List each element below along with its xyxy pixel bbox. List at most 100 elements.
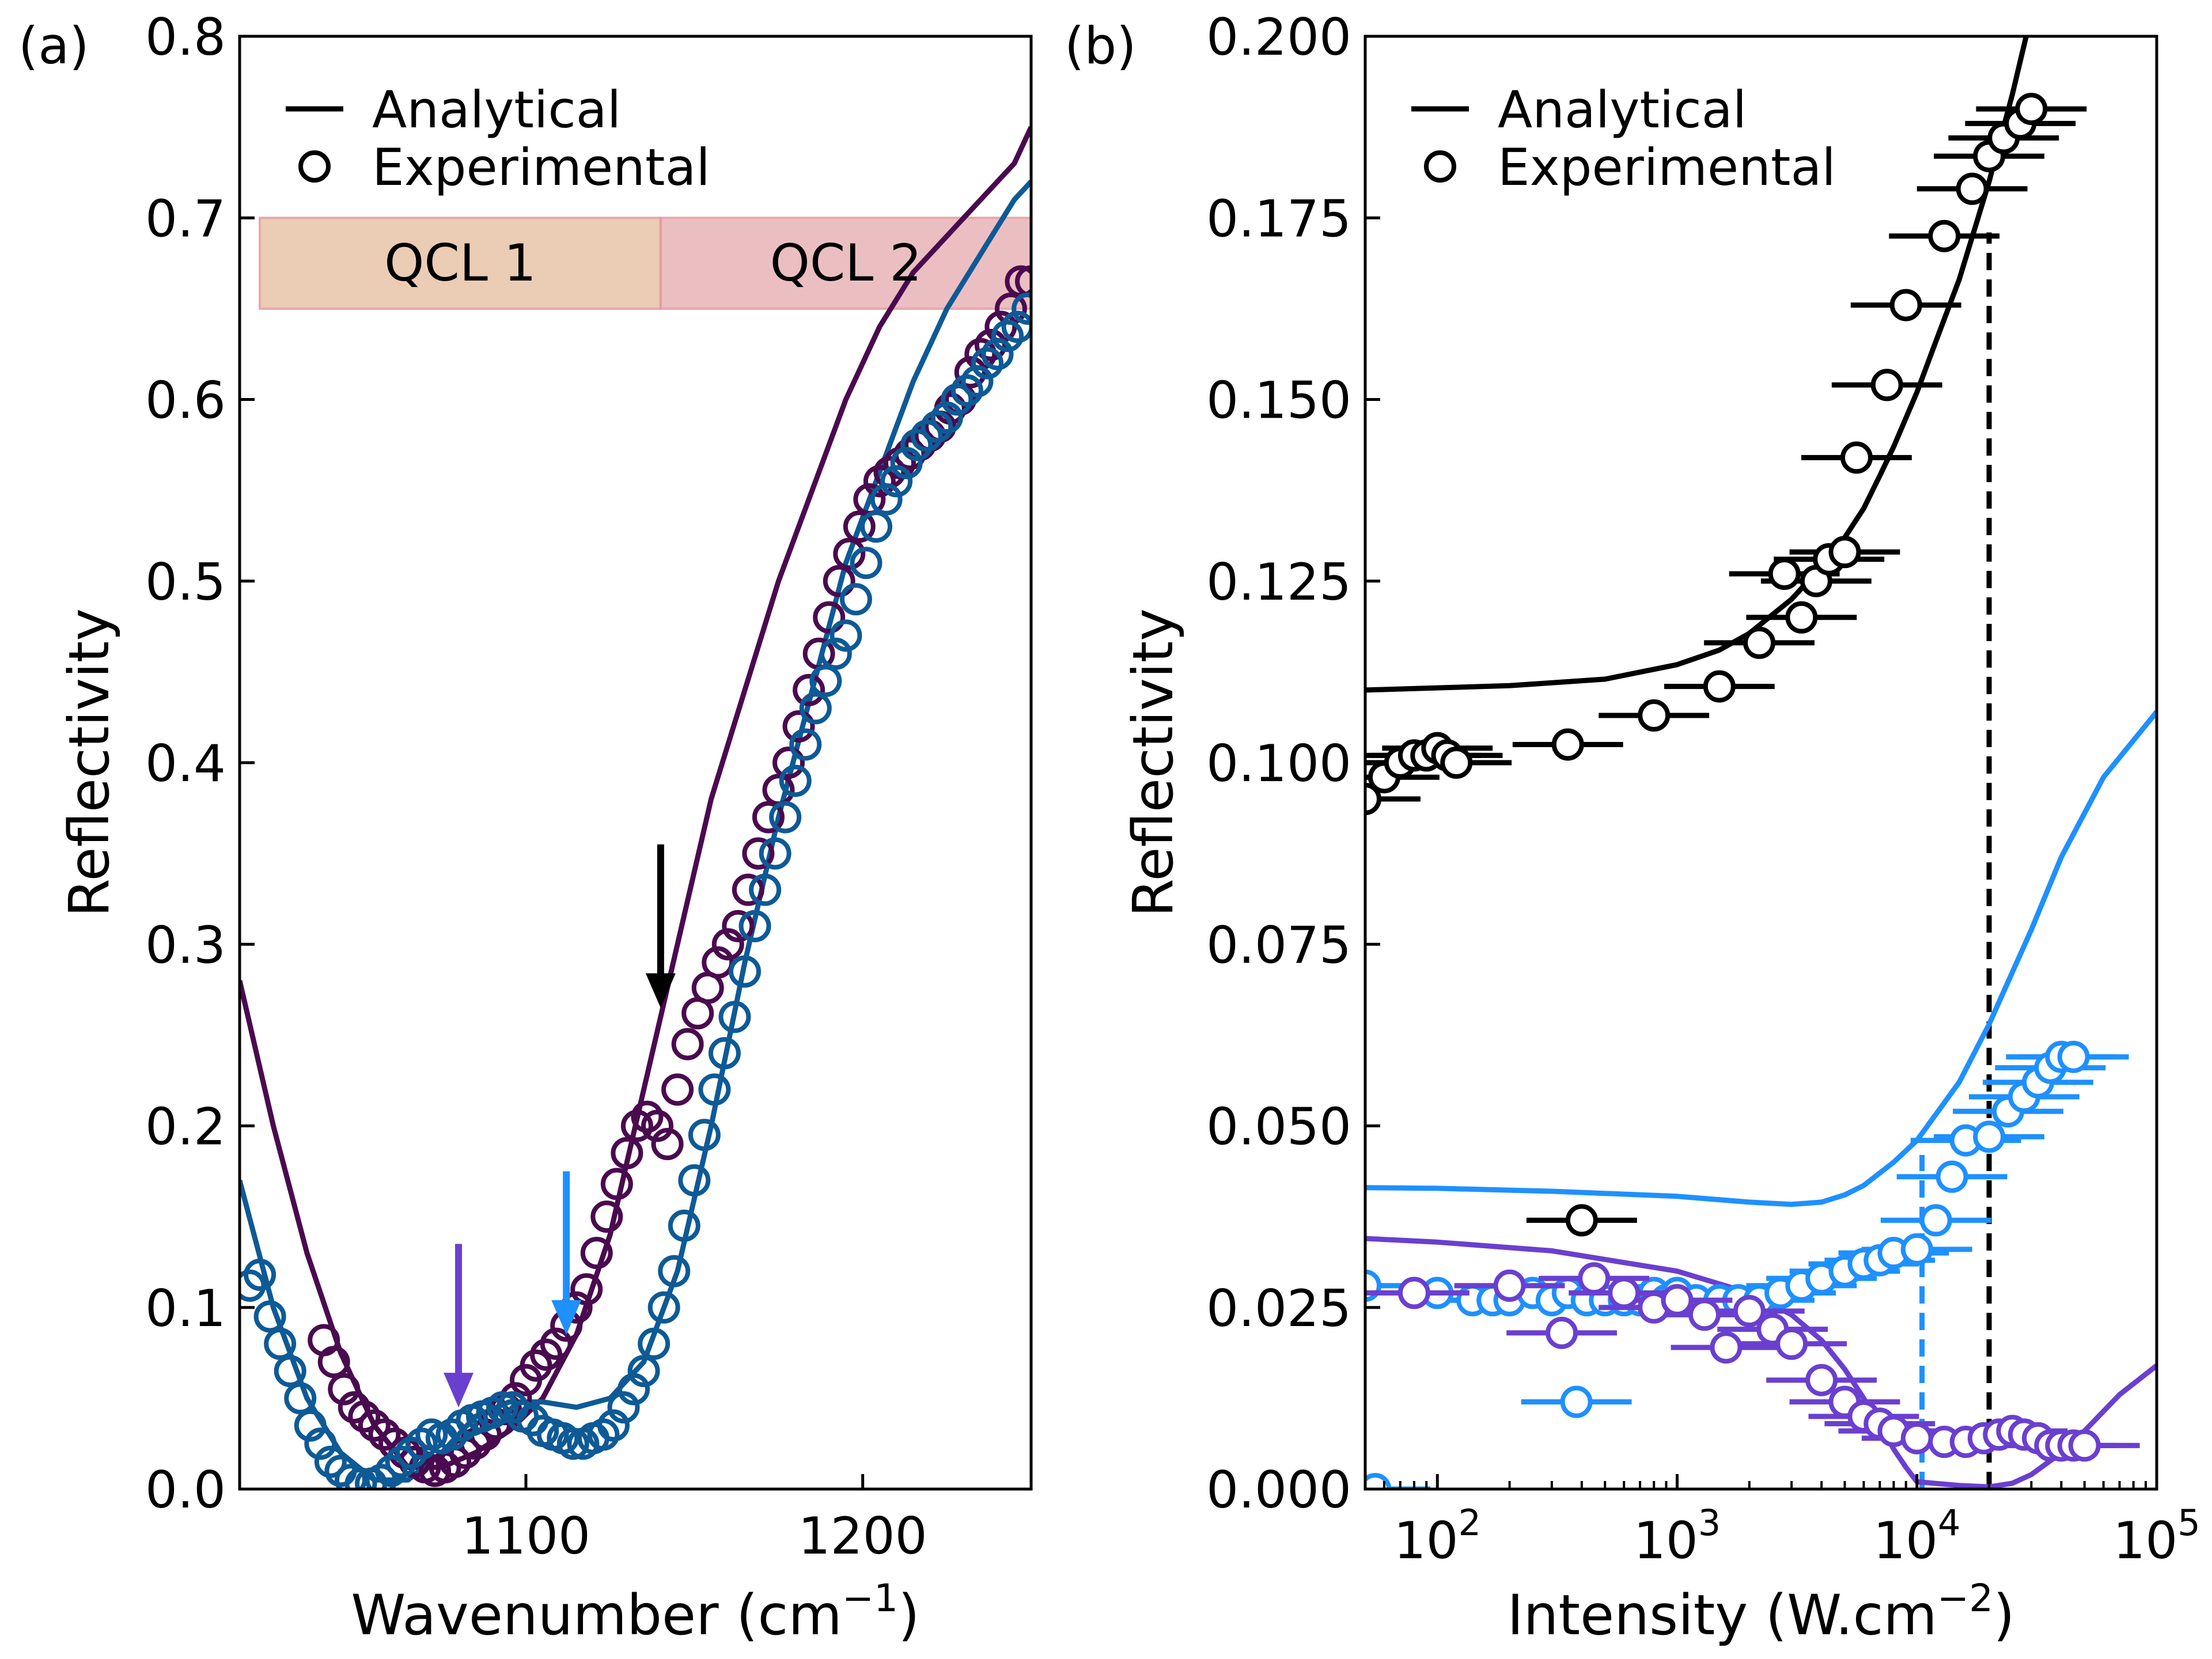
data-point bbox=[752, 801, 785, 834]
data-point bbox=[1768, 558, 1801, 590]
x-axis-label: Intensity (W.cm−2) bbox=[1507, 1576, 2014, 1647]
x-tick-label: 103 bbox=[1634, 1502, 1721, 1570]
data-point bbox=[809, 665, 842, 698]
data-point bbox=[486, 1391, 519, 1424]
data-point bbox=[779, 764, 812, 797]
y-tick-label: 0.0 bbox=[145, 1460, 226, 1520]
data-point bbox=[638, 1327, 671, 1360]
data-point bbox=[1001, 310, 1031, 343]
data-point bbox=[921, 410, 953, 443]
series-analytical-blue bbox=[240, 180, 1031, 1483]
data-point bbox=[1919, 1204, 1952, 1237]
legend-marker-label: Experimental bbox=[1498, 138, 1836, 197]
legend-line-label: Analytical bbox=[372, 80, 621, 139]
data-point bbox=[971, 347, 1003, 380]
band-label-2: QCL 2 bbox=[770, 233, 922, 293]
data-point bbox=[941, 383, 974, 416]
data-point bbox=[274, 1355, 306, 1388]
data-point bbox=[678, 1164, 711, 1197]
data-point bbox=[729, 955, 762, 988]
data-point bbox=[651, 1128, 684, 1161]
data-point bbox=[600, 1168, 633, 1200]
data-point bbox=[590, 1200, 623, 1233]
data-point bbox=[587, 1418, 620, 1451]
series-experimental-purple bbox=[308, 265, 1031, 1487]
y-tick-label: 0.1 bbox=[145, 1279, 226, 1338]
y-tick-label: 0.025 bbox=[1206, 1279, 1351, 1338]
data-point bbox=[708, 1037, 741, 1070]
y-tick-label: 0.3 bbox=[145, 915, 226, 975]
data-point bbox=[843, 510, 876, 543]
y-tick-label: 0.050 bbox=[1206, 1097, 1351, 1157]
data-point bbox=[950, 374, 983, 407]
x-tick-label: 104 bbox=[1873, 1502, 1960, 1570]
y-tick-label: 0.6 bbox=[145, 371, 226, 430]
panel-label: (b) bbox=[1065, 16, 1137, 75]
y-tick-label: 0.4 bbox=[145, 734, 226, 793]
y-tick-label: 0.175 bbox=[1206, 189, 1351, 248]
x-tick-label: 1100 bbox=[461, 1506, 590, 1566]
data-point bbox=[813, 601, 846, 634]
y-tick-label: 0.125 bbox=[1206, 552, 1351, 612]
data-point bbox=[1493, 1269, 1526, 1302]
data-point bbox=[1828, 536, 1861, 569]
data-point bbox=[1015, 265, 1031, 298]
y-axis-label: Reflectivity bbox=[1121, 608, 1185, 917]
data-point bbox=[742, 837, 775, 870]
data-point bbox=[1840, 441, 1873, 474]
data-point bbox=[1638, 699, 1671, 732]
data-point bbox=[668, 1209, 700, 1242]
data-point bbox=[722, 910, 755, 942]
data-point bbox=[1805, 1363, 1838, 1396]
data-point bbox=[782, 710, 815, 743]
data-point bbox=[641, 1109, 674, 1142]
data-point bbox=[328, 1373, 361, 1406]
data-point bbox=[1440, 747, 1473, 779]
data-point bbox=[974, 328, 1007, 361]
data-point bbox=[1785, 601, 1818, 634]
data-point bbox=[661, 1073, 694, 1106]
data-point bbox=[607, 1391, 640, 1424]
data-point bbox=[2057, 1040, 2090, 1073]
data-point bbox=[627, 1355, 660, 1388]
panel-label: (a) bbox=[18, 16, 89, 75]
data-point bbox=[1900, 1422, 1933, 1455]
y-tick-label: 0.100 bbox=[1206, 734, 1351, 793]
data-point bbox=[338, 1391, 370, 1424]
data-point bbox=[870, 483, 903, 516]
data-point bbox=[1608, 1277, 1641, 1309]
data-point bbox=[688, 1119, 721, 1152]
data-point bbox=[294, 1409, 327, 1442]
data-point bbox=[830, 619, 862, 652]
data-point bbox=[1889, 289, 1922, 321]
legend-marker-swatch bbox=[1424, 150, 1456, 183]
data-point bbox=[718, 1001, 751, 1033]
data-point bbox=[358, 1409, 391, 1442]
data-point bbox=[789, 728, 822, 761]
data-point bbox=[910, 419, 943, 452]
data-point bbox=[759, 837, 791, 870]
data-point bbox=[570, 1273, 603, 1306]
data-point bbox=[240, 1269, 266, 1302]
y-tick-label: 0.075 bbox=[1206, 915, 1351, 975]
data-point bbox=[860, 510, 893, 543]
x-tick-label: 105 bbox=[2113, 1502, 2200, 1570]
data-point bbox=[981, 338, 1014, 370]
data-point bbox=[954, 356, 987, 389]
data-point bbox=[317, 1346, 350, 1378]
data-point bbox=[597, 1409, 630, 1442]
panel-a: QCL 1 QCL 2 0.0 0.1 0.2 0.3 0.4 0.5 0.6 0.7 0.8 110… bbox=[18, 7, 1033, 1647]
data-point bbox=[631, 1100, 664, 1133]
data-point bbox=[890, 446, 923, 479]
data-point bbox=[304, 1427, 337, 1460]
data-point bbox=[1870, 369, 1903, 402]
data-point bbox=[833, 537, 866, 570]
data-point bbox=[732, 873, 764, 906]
y-tick-label: 0.000 bbox=[1206, 1460, 1351, 1520]
data-point bbox=[611, 1137, 643, 1169]
y-tick-label: 0.8 bbox=[145, 7, 226, 67]
data-point bbox=[244, 1259, 276, 1291]
data-point bbox=[1012, 292, 1031, 325]
data-point bbox=[620, 1109, 653, 1142]
